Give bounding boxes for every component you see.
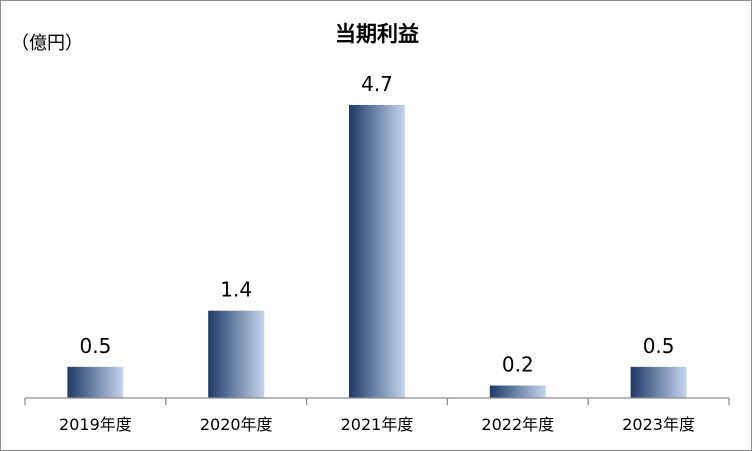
x-tick-label-4: 2022年度 [481,415,554,434]
x-tick-label-1: 2019年度 [59,415,132,434]
chart-title: 当期利益 [335,22,419,46]
data-label-3: 4.7 [361,72,393,96]
bar-2 [208,310,265,398]
x-tick-label-5: 2023年度 [622,415,695,434]
bars-layer [67,104,687,399]
data-label-4: 0.2 [502,353,534,377]
bar-1 [67,366,124,398]
bar-5 [630,366,687,398]
data-label-1: 0.5 [79,334,111,358]
data-label-2: 1.4 [220,278,252,302]
y-axis-unit-label: （億円） [11,33,83,54]
data-labels-layer: 0.5 1.4 4.7 0.2 0.5 [79,72,674,377]
x-axis-ticks [24,398,730,405]
x-axis-tick-labels: 2019年度 2020年度 2021年度 2022年度 2023年度 [59,415,695,434]
bar-3 [349,104,405,399]
bar-4 [489,385,546,398]
data-label-5: 0.5 [643,334,675,358]
x-tick-label-3: 2021年度 [341,415,414,434]
x-tick-label-2: 2020年度 [200,415,273,434]
